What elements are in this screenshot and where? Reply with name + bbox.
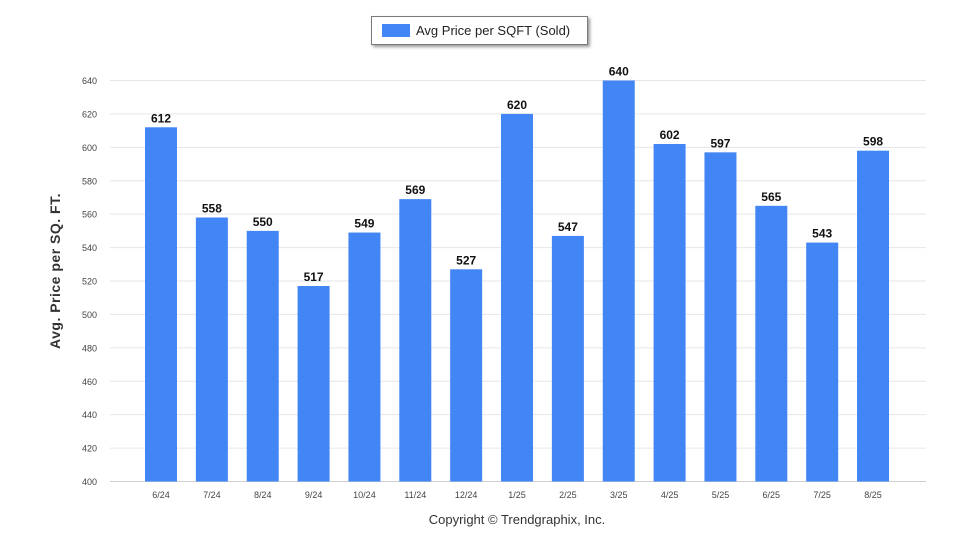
data-label: 620 — [507, 98, 527, 112]
x-tick-label: 5/25 — [712, 490, 730, 500]
legend-swatch — [382, 24, 410, 37]
data-label: 602 — [660, 128, 680, 142]
data-label: 612 — [151, 111, 171, 125]
y-tick-label: 460 — [82, 377, 97, 387]
bar — [195, 217, 228, 482]
x-tick-label: 2/25 — [559, 490, 577, 500]
y-tick-label: 540 — [82, 243, 97, 253]
copyright-text: Copyright © Trendgraphix, Inc. — [428, 512, 606, 527]
data-label: 565 — [761, 190, 781, 204]
bar — [602, 80, 635, 482]
bar — [450, 269, 483, 482]
x-tick-label: 8/24 — [254, 490, 272, 500]
y-tick-label: 480 — [82, 343, 97, 353]
bar — [704, 152, 737, 482]
bar — [399, 199, 432, 482]
y-tick-label: 440 — [82, 410, 97, 420]
y-tick-label: 580 — [82, 176, 97, 186]
data-label: 597 — [710, 136, 730, 150]
y-tick-label: 600 — [82, 143, 97, 153]
x-tick-label: 6/24 — [152, 490, 170, 500]
bar — [653, 143, 686, 482]
data-label: 640 — [609, 65, 629, 79]
bar — [145, 127, 177, 482]
bar — [857, 150, 890, 482]
x-tick-label: 9/24 — [305, 490, 323, 500]
y-tick-label: 560 — [82, 210, 97, 220]
y-tick-label: 640 — [82, 76, 97, 86]
y-axis-title: Avg. Price per SQ. FT. — [47, 193, 63, 349]
bar — [806, 242, 839, 482]
data-label: 549 — [354, 217, 374, 231]
x-tick-label: 10/24 — [353, 490, 376, 500]
data-label: 543 — [812, 227, 832, 241]
bar — [348, 232, 381, 482]
y-tick-label: 520 — [82, 277, 97, 287]
x-tick-label: 7/25 — [813, 490, 831, 500]
data-label: 517 — [304, 270, 324, 284]
y-tick-label: 500 — [82, 310, 97, 320]
y-tick-label: 400 — [82, 477, 97, 487]
bar — [297, 286, 330, 482]
x-tick-label: 3/25 — [610, 490, 628, 500]
x-tick-label: 1/25 — [508, 490, 526, 500]
data-label: 527 — [456, 253, 476, 267]
data-label: 569 — [405, 183, 425, 197]
legend-label: Avg Price per SQFT (Sold) — [416, 23, 571, 38]
x-tick-label: 7/24 — [203, 490, 221, 500]
data-label: 547 — [558, 220, 578, 234]
x-tick-label: 4/25 — [661, 490, 679, 500]
bar — [755, 205, 788, 482]
data-label: 550 — [253, 215, 273, 229]
bar — [501, 113, 534, 482]
y-tick-label: 420 — [82, 444, 97, 454]
bar — [246, 230, 279, 482]
x-tick-label: 6/25 — [763, 490, 781, 500]
bar — [551, 235, 584, 482]
x-tick-label: 12/24 — [455, 490, 478, 500]
data-label: 598 — [863, 135, 883, 149]
x-tick-label: 8/25 — [864, 490, 882, 500]
y-tick-label: 620 — [82, 109, 97, 119]
legend: Avg Price per SQFT (Sold) — [371, 16, 588, 45]
x-tick-label: 11/24 — [404, 490, 426, 500]
data-label: 558 — [202, 202, 222, 216]
